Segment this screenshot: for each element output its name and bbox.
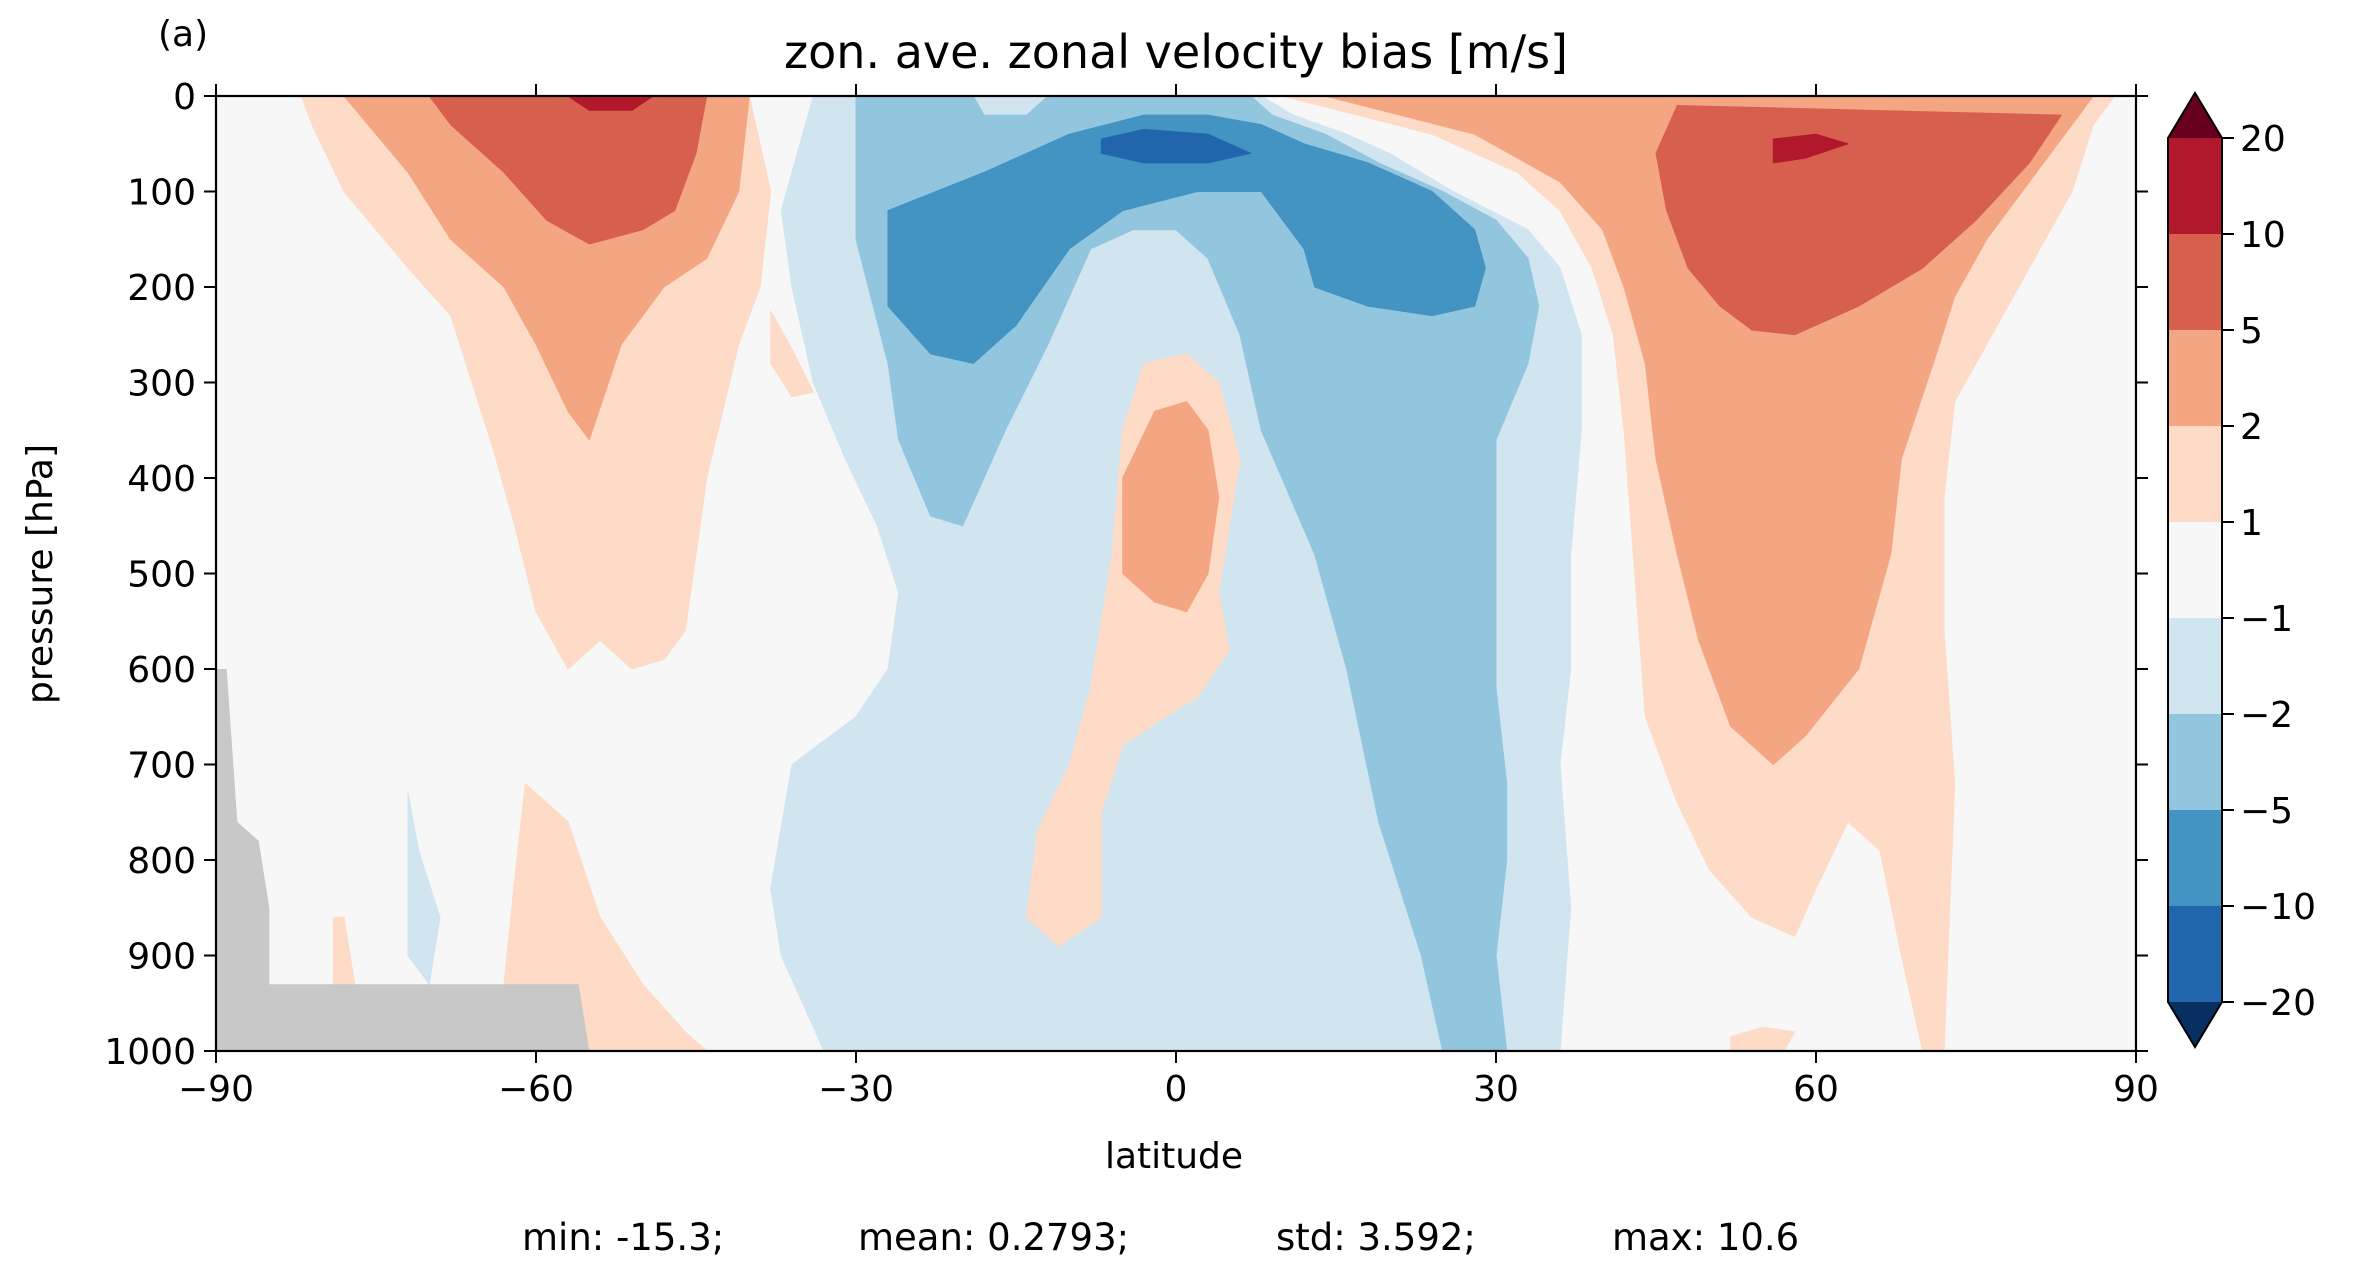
colorbar-tick-label: 20 bbox=[2240, 119, 2286, 160]
y-tick-label: 0 bbox=[173, 77, 196, 118]
contour-region-14 bbox=[1122, 401, 1220, 613]
y-tick-label: 800 bbox=[127, 841, 196, 882]
y-tick-label: 600 bbox=[127, 650, 196, 691]
x-tick-label: −30 bbox=[818, 1069, 894, 1110]
contour-region-10 bbox=[887, 114, 1486, 364]
x-tick-label: 30 bbox=[1473, 1069, 1519, 1110]
colorbar-segment-5 bbox=[2168, 426, 2222, 522]
y-tick-label: 500 bbox=[127, 555, 196, 596]
x-axis-ticks: −90 −60 −30 0 30 60 90 bbox=[178, 84, 2159, 1110]
missing-data-region bbox=[216, 669, 590, 1051]
stat-min: min: -15.3; bbox=[522, 1216, 724, 1259]
y-tick-label: 1000 bbox=[104, 1032, 196, 1073]
colorbar-tick-label: 10 bbox=[2240, 215, 2286, 256]
colorbar-tick-label: −2 bbox=[2240, 695, 2293, 736]
contour-region-5 bbox=[503, 783, 708, 1051]
contour-region-17 bbox=[1655, 105, 2062, 336]
panel-label: (a) bbox=[158, 14, 208, 55]
colorbar-segment-3 bbox=[2168, 618, 2222, 714]
contour-region-2 bbox=[428, 96, 708, 245]
contour-region-11 bbox=[1100, 128, 1252, 164]
colorbar-segment-6 bbox=[2168, 330, 2222, 426]
y-tick-label: 900 bbox=[127, 937, 196, 978]
contour-region-19 bbox=[1730, 1026, 1796, 1051]
stat-max: max: 10.6 bbox=[1612, 1216, 1799, 1259]
colorbar: −20 −10 −5 −2 −1 1 2 5 10 20 bbox=[2167, 91, 2316, 1049]
colorbar-extend-max bbox=[2168, 93, 2222, 138]
x-tick-label: 60 bbox=[1793, 1069, 1839, 1110]
x-tick-label: −90 bbox=[178, 1069, 254, 1110]
y-tick-label: 200 bbox=[127, 268, 196, 309]
colorbar-segment-8 bbox=[2168, 138, 2222, 234]
stat-std: std: 3.592; bbox=[1276, 1216, 1476, 1259]
contour-region-3 bbox=[567, 96, 654, 111]
contour-region-7 bbox=[407, 792, 441, 985]
y-tick-label: 700 bbox=[127, 746, 196, 787]
colorbar-tick-label: −1 bbox=[2240, 599, 2293, 640]
x-axis-label: latitude bbox=[1105, 1136, 1243, 1177]
colorbar-segment-1 bbox=[2168, 810, 2222, 906]
x-tick-label: −60 bbox=[498, 1069, 574, 1110]
colorbar-segment-4 bbox=[2168, 522, 2222, 618]
y-tick-label: 300 bbox=[127, 364, 196, 405]
y-tick-label: 400 bbox=[127, 459, 196, 500]
chart-title: zon. ave. zonal velocity bias [m/s] bbox=[784, 25, 1568, 79]
y-tick-label: 100 bbox=[127, 173, 196, 214]
colorbar-tick-label: −20 bbox=[2240, 983, 2316, 1024]
colorbar-extend-min bbox=[2168, 1002, 2222, 1047]
x-tick-label: 90 bbox=[2113, 1069, 2159, 1110]
colorbar-segment-0 bbox=[2168, 906, 2222, 1002]
contour-region-18 bbox=[1772, 133, 1849, 164]
contour-region-9 bbox=[855, 96, 1540, 1051]
contour-layer bbox=[216, 96, 2116, 1051]
colorbar-tick-label: 1 bbox=[2240, 503, 2263, 544]
contour-region-4 bbox=[770, 310, 814, 398]
colorbar-tick-label: −5 bbox=[2240, 791, 2293, 832]
stat-mean: mean: 0.2793; bbox=[858, 1216, 1129, 1259]
y-axis-label: pressure [hPa] bbox=[20, 444, 61, 704]
colorbar-tick-label: 5 bbox=[2240, 311, 2263, 352]
colorbar-tick-label: −10 bbox=[2240, 887, 2316, 928]
x-tick-label: 0 bbox=[1165, 1069, 1188, 1110]
stats-line: min: -15.3; mean: 0.2793; std: 3.592; ma… bbox=[522, 1216, 1799, 1259]
colorbar-segment-2 bbox=[2168, 714, 2222, 810]
colorbar-segment-7 bbox=[2168, 234, 2222, 330]
plot-area: −90 −60 −30 0 30 60 90 0 100 200 300 400 500 600 700 8… bbox=[104, 77, 2159, 1110]
y-axis-ticks: 0 100 200 300 400 500 600 700 800 900 1000 bbox=[104, 77, 2148, 1073]
contour-region-12 bbox=[1143, 902, 1241, 1051]
colorbar-tick-label: 2 bbox=[2240, 407, 2263, 448]
